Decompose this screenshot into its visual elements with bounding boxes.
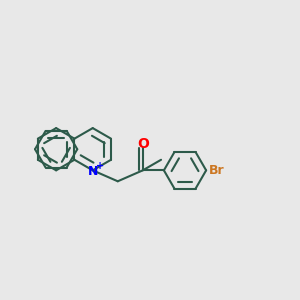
Text: N: N [88, 165, 98, 178]
Text: Br: Br [208, 164, 224, 177]
Text: O: O [137, 137, 149, 151]
Text: +: + [96, 161, 104, 171]
